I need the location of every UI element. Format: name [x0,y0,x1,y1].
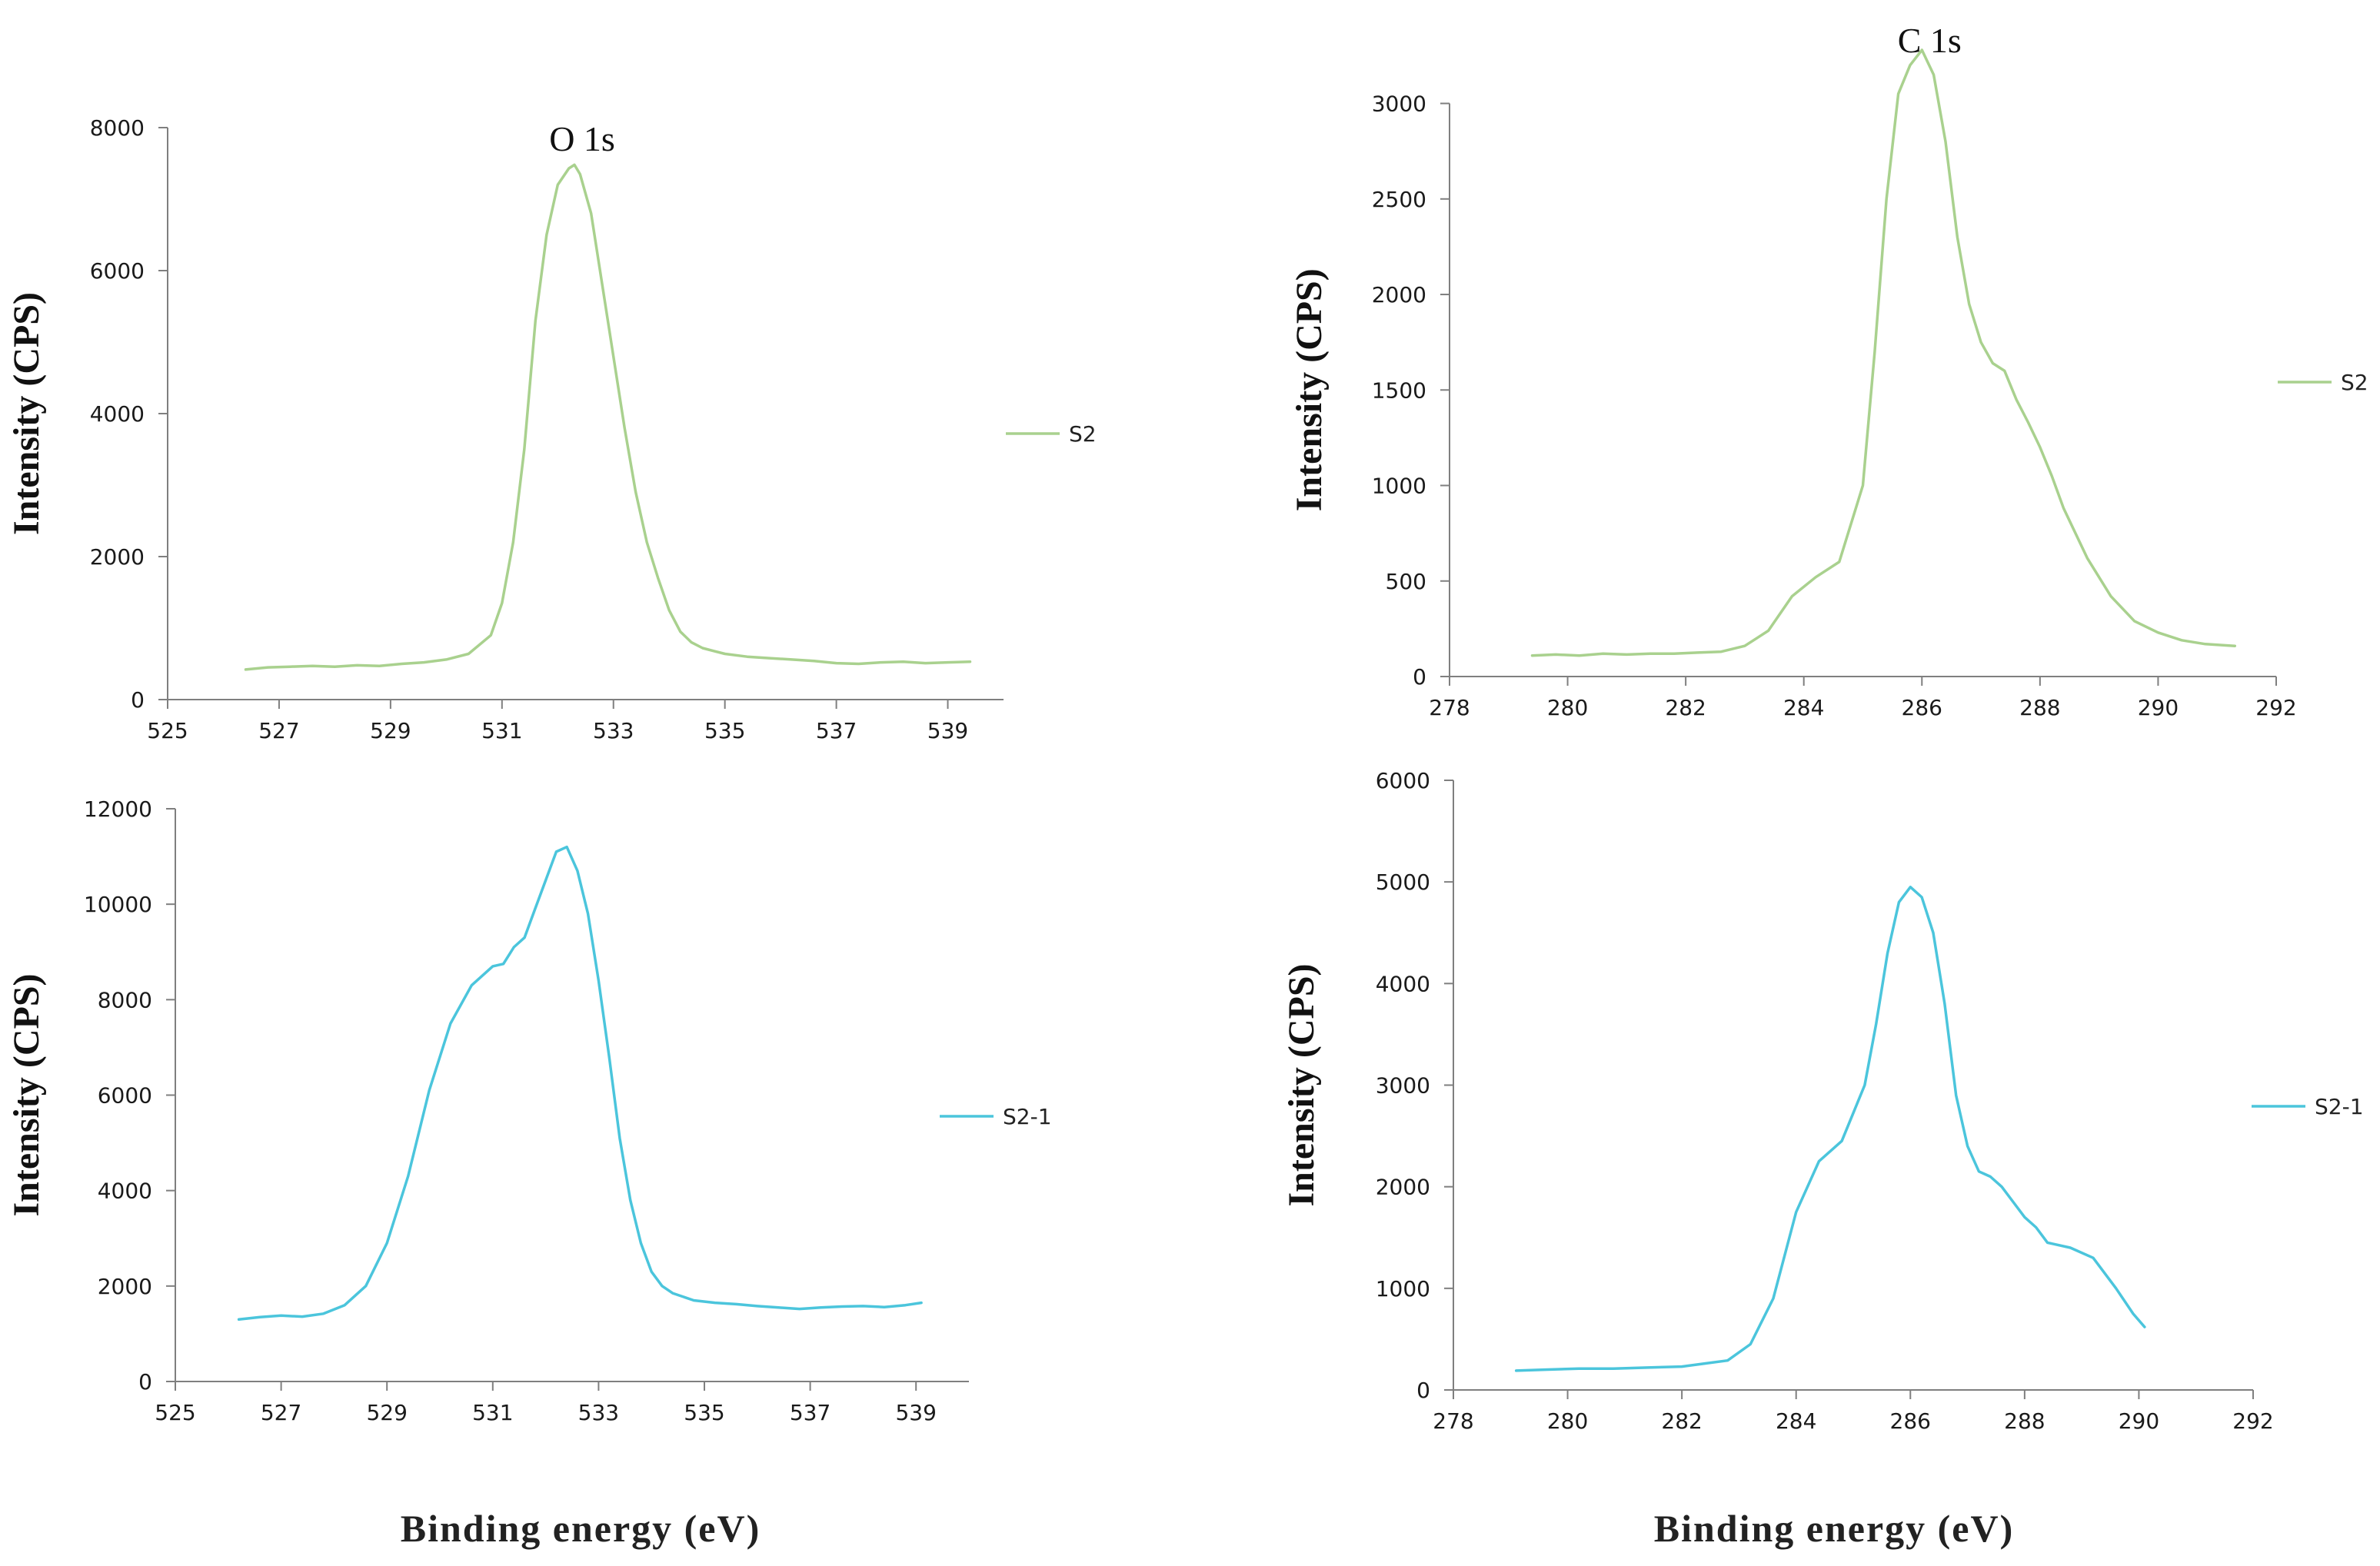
y-tick-label: 10000 [84,892,152,917]
y-axis-label: Intensity (CPS) [6,292,47,535]
panel-c1s-s2: 0 500 1000 1500 2000 2500 3000 278 280 282 284 286 2… [1289,21,2368,720]
y-tick-label: 500 [1386,569,1426,594]
legend-label: S2 [2341,370,2368,395]
x-tick-label: 280 [1547,1408,1588,1434]
legend-label: S2-1 [2315,1094,2364,1119]
series-line-s2-1 [1514,886,2146,1372]
peak-title: C 1s [1898,21,1962,60]
x-tick-label: 537 [816,718,857,743]
series-line-s2-1 [237,845,923,1322]
x-tick-label: 290 [2119,1408,2159,1434]
x-tick-label: 292 [2232,1408,2273,1434]
x-tick-label: 286 [1890,1408,1931,1434]
x-tick-label: 288 [2004,1408,2045,1434]
x-tick-label: 284 [1776,1408,1816,1434]
y-tick-label: 2000 [90,544,145,570]
x-tick-label: 280 [1547,695,1588,720]
legend-label: S2-1 [1003,1104,1052,1129]
x-tick-label: 527 [261,1400,301,1425]
y-axis-label: Intensity (CPS) [1289,268,1330,511]
y-tick-label: 2000 [98,1274,152,1299]
y-tick-label: 0 [131,687,145,713]
y-tick-label: 6000 [90,258,145,284]
y-tick-label: 12000 [84,796,152,822]
y-tick-label: 3000 [1372,91,1426,117]
panel-o1s-s2: 0 2000 4000 6000 8000 525 527 529 531 533 535 537 53… [6,115,1097,743]
x-tick-label: 290 [2138,695,2179,720]
x-tick-label: 531 [481,718,522,743]
x-tick-label: 529 [370,718,411,743]
x-tick-label: 531 [472,1400,513,1425]
x-tick-label: 527 [258,718,299,743]
x-tick-label: 292 [2255,695,2296,720]
y-tick-label: 1000 [1376,1276,1430,1302]
x-axis-label-right: Binding energy (eV) [1654,1507,2015,1550]
y-tick-label: 2000 [1376,1175,1430,1200]
y-tick-label: 5000 [1376,869,1430,895]
y-axis-label: Intensity (CPS) [1281,963,1322,1206]
x-tick-label: 525 [147,718,188,743]
y-axis-label: Intensity (CPS) [6,973,47,1216]
y-tick-label: 0 [138,1369,152,1395]
series-line-s2 [244,163,972,671]
y-tick-label: 8000 [90,115,145,141]
x-tick-label: 286 [1902,695,1942,720]
x-tick-label: 284 [1783,695,1824,720]
series-line-s2 [1530,48,2237,657]
y-tick-label: 6000 [1376,768,1430,793]
y-tick-label: 4000 [98,1179,152,1204]
legend-label: S2 [1069,421,1097,447]
x-tick-label: 539 [927,718,968,743]
peak-title: O 1s [549,119,615,158]
x-tick-label: 535 [684,1400,724,1425]
y-tick-label: 0 [1416,1378,1430,1403]
x-tick-label: 533 [578,1400,619,1425]
y-tick-label: 6000 [98,1083,152,1109]
x-tick-label: 288 [2019,695,2060,720]
x-tick-label: 529 [366,1400,407,1425]
y-tick-label: 3000 [1376,1073,1430,1099]
x-tick-label: 535 [704,718,745,743]
x-tick-label: 282 [1661,1408,1702,1434]
y-tick-label: 2000 [1372,282,1426,308]
y-tick-label: 1500 [1372,377,1426,403]
y-tick-label: 8000 [98,987,152,1012]
x-axis-label-left: Binding energy (eV) [401,1507,761,1550]
x-tick-label: 533 [593,718,634,743]
y-tick-label: 1000 [1372,474,1426,499]
x-tick-label: 525 [155,1400,195,1425]
x-tick-label: 539 [895,1400,936,1425]
y-tick-label: 2500 [1372,187,1426,212]
y-tick-label: 0 [1413,664,1426,690]
y-tick-label: 4000 [90,401,145,427]
y-tick-label: 4000 [1376,971,1430,996]
panel-c1s-s2-1: 0 1000 2000 3000 4000 5000 6000 278 280 282 284 286… [1281,768,2364,1434]
x-tick-label: 537 [790,1400,831,1425]
x-tick-label: 278 [1433,1408,1473,1434]
panel-o1s-s2-1: 0 2000 4000 6000 8000 10000 12000 525 527 529 531 5… [6,796,1052,1425]
x-tick-label: 278 [1429,695,1470,720]
x-tick-label: 282 [1665,695,1706,720]
